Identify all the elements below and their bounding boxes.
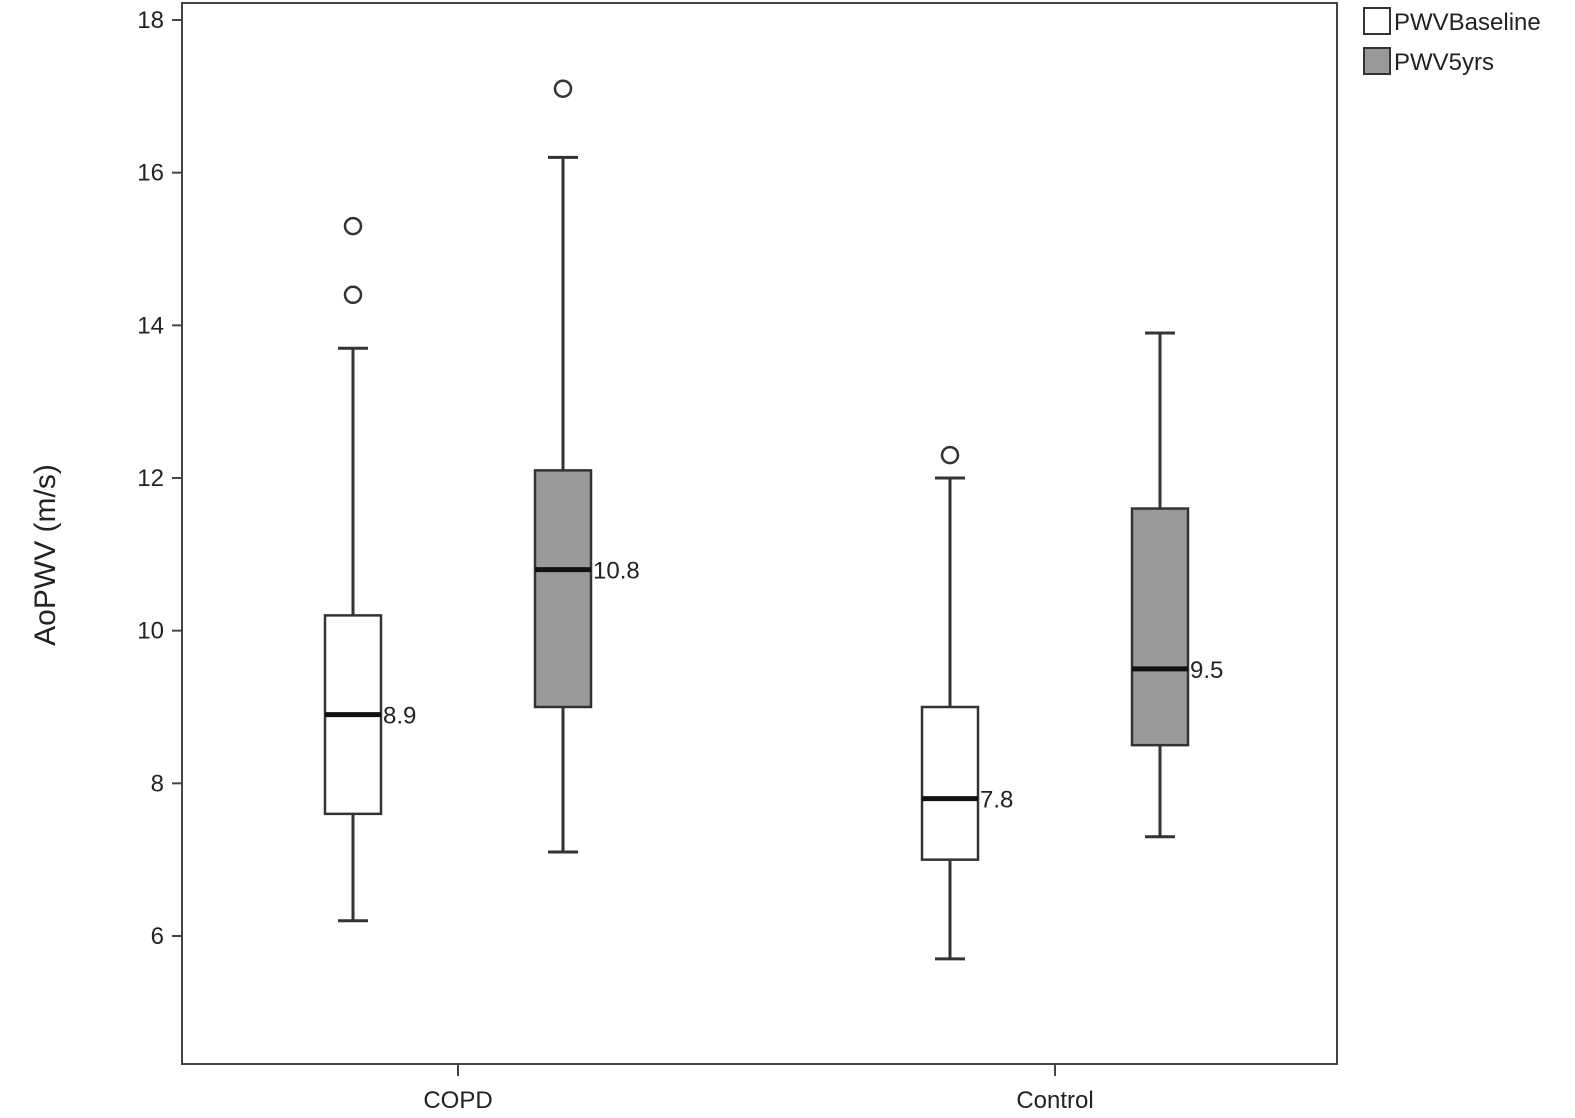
y-tick-label: 14 bbox=[137, 312, 164, 339]
legend-swatch bbox=[1363, 7, 1391, 35]
x-category-label: Control bbox=[1016, 1087, 1093, 1114]
y-tick-label: 12 bbox=[137, 465, 164, 492]
legend: PWVBaseline PWV5yrs bbox=[1363, 7, 1541, 76]
box-PWV5yrs-Control: 9.5 bbox=[1130, 331, 1223, 839]
outlier-point bbox=[940, 445, 960, 465]
outlier-point bbox=[343, 285, 363, 305]
median-label: 9.5 bbox=[1190, 657, 1223, 684]
y-axis: 6 8 10 12 14 16 18 bbox=[137, 7, 182, 950]
y-tick-label: 8 bbox=[151, 770, 164, 797]
legend-label: PWV5yrs bbox=[1394, 49, 1494, 76]
y-axis-title: AoPWV (m/s) bbox=[29, 464, 62, 646]
boxes: 8.9 7.8 10.8 9.5 bbox=[323, 79, 1223, 961]
legend-swatch bbox=[1363, 47, 1391, 75]
y-tick-label: 16 bbox=[137, 160, 164, 187]
outlier-point bbox=[343, 216, 363, 236]
y-tick-label: 10 bbox=[137, 618, 164, 645]
median-label: 7.8 bbox=[980, 787, 1013, 814]
box-PWV5yrs-COPD: 10.8 bbox=[533, 79, 640, 854]
outlier-point bbox=[553, 79, 573, 98]
y-tick-label: 18 bbox=[137, 7, 164, 34]
x-axis: COPD Control bbox=[423, 1064, 1094, 1114]
box-PWVBaseline-Control: 7.8 bbox=[920, 445, 1013, 961]
box-PWVBaseline-COPD: 8.9 bbox=[323, 216, 416, 923]
legend-label: PWVBaseline bbox=[1394, 9, 1541, 36]
y-tick-label: 6 bbox=[151, 923, 164, 950]
median-label: 10.8 bbox=[593, 558, 640, 585]
iqr-box bbox=[920, 705, 980, 861]
iqr-box bbox=[1130, 507, 1190, 747]
median-label: 8.9 bbox=[383, 703, 416, 730]
iqr-box bbox=[533, 469, 593, 709]
x-category-label: COPD bbox=[423, 1087, 492, 1114]
plot-frame bbox=[181, 2, 1338, 1065]
